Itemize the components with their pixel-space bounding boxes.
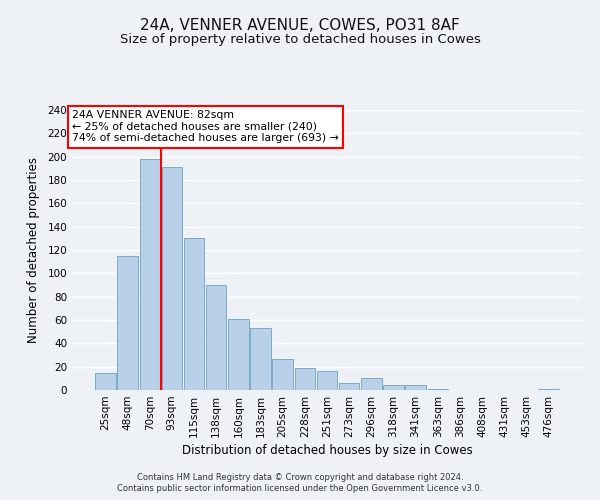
Bar: [184, 238, 204, 390]
Bar: [317, 372, 337, 390]
Text: 24A, VENNER AVENUE, COWES, PO31 8AF: 24A, VENNER AVENUE, COWES, PO31 8AF: [140, 18, 460, 32]
Bar: [295, 368, 315, 390]
Y-axis label: Number of detached properties: Number of detached properties: [28, 157, 40, 343]
Text: Size of property relative to detached houses in Cowes: Size of property relative to detached ho…: [119, 32, 481, 46]
Bar: [361, 378, 382, 390]
Bar: [206, 285, 226, 390]
Bar: [339, 383, 359, 390]
Bar: [383, 386, 404, 390]
Text: 24A VENNER AVENUE: 82sqm
← 25% of detached houses are smaller (240)
74% of semi-: 24A VENNER AVENUE: 82sqm ← 25% of detach…: [72, 110, 339, 143]
Bar: [118, 256, 138, 390]
Text: Contains HM Land Registry data © Crown copyright and database right 2024.: Contains HM Land Registry data © Crown c…: [137, 472, 463, 482]
Bar: [272, 358, 293, 390]
Bar: [140, 159, 160, 390]
Bar: [406, 386, 426, 390]
Bar: [95, 372, 116, 390]
Bar: [228, 319, 248, 390]
Bar: [161, 167, 182, 390]
Text: Contains public sector information licensed under the Open Government Licence v3: Contains public sector information licen…: [118, 484, 482, 493]
Bar: [428, 389, 448, 390]
Bar: [538, 389, 559, 390]
Bar: [250, 328, 271, 390]
X-axis label: Distribution of detached houses by size in Cowes: Distribution of detached houses by size …: [182, 444, 472, 457]
